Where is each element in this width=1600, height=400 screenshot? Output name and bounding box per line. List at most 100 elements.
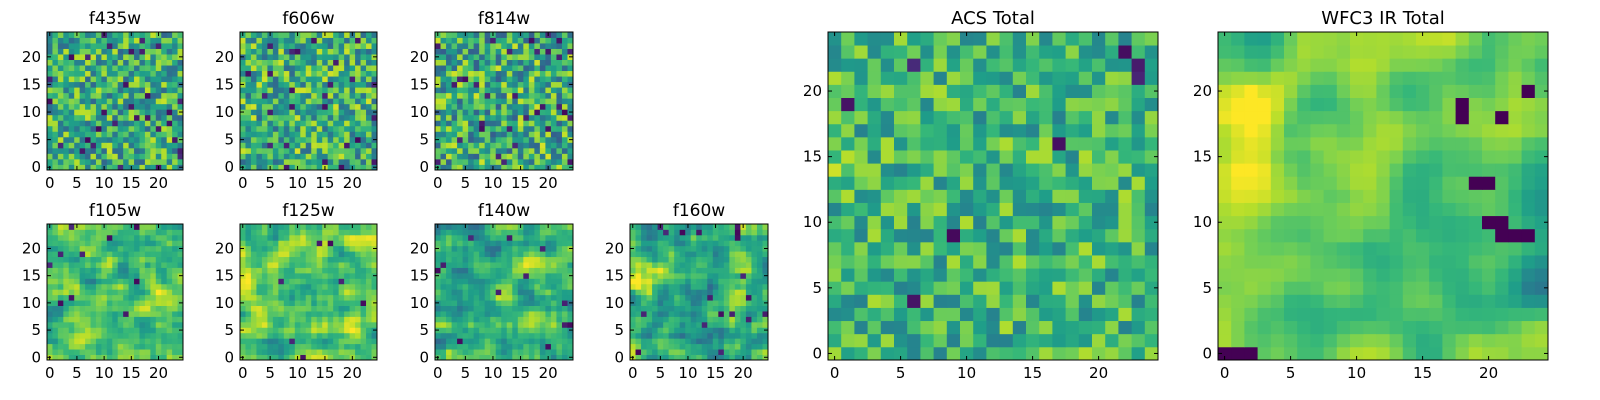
heatmap-cell [139,354,146,361]
heatmap-cell [1144,228,1159,243]
heatmap-cell [261,229,268,236]
heatmap-cell [468,343,475,350]
heatmap-cell [95,131,102,138]
heatmap-cell [512,256,519,263]
heatmap-cell [479,349,486,355]
heatmap-cell [762,316,769,323]
heatmap-cell [462,262,469,268]
heatmap-cell [289,114,296,121]
heatmap-cell [999,333,1014,348]
heatmap-cell [696,321,703,328]
heatmap-cell [468,256,475,263]
heatmap-cell [999,346,1014,361]
heatmap-cell [79,224,86,230]
heatmap-cell [57,256,64,263]
heatmap-cell [283,103,290,110]
heatmap-cell [528,278,535,285]
x-tick-label: 20 [343,174,362,192]
heatmap-cell [117,332,124,339]
heatmap-cell [161,300,168,306]
heatmap-cell [294,311,301,317]
heatmap-cell [462,283,469,290]
heatmap-cell [946,189,961,203]
heatmap-cell [894,255,908,269]
heatmap-cell [128,305,135,312]
heatmap-cell [1144,346,1159,361]
heatmap-cell [177,343,184,350]
heatmap-cell [144,92,151,99]
heatmap-cell [446,158,452,165]
heatmap-cell [250,114,257,121]
heatmap-cell [139,43,146,49]
heatmap-cell [539,267,546,274]
heatmap-cell [685,300,692,306]
heatmap-cell [294,43,301,49]
heatmap-cell [245,338,252,345]
heatmap-cell [90,125,97,132]
heatmap-cell [172,76,178,83]
heatmap-cell [166,327,173,334]
heatmap-cell [101,125,108,132]
heatmap-cell [128,289,135,296]
heatmap-cell [446,114,452,121]
heatmap-cell [986,281,1000,295]
heatmap-cell [305,120,312,127]
y-tick-label: 5 [419,321,429,339]
heatmap-cell [322,59,329,66]
heatmap-cell [1065,163,1080,177]
heatmap-cell [63,103,70,110]
heatmap-cell [333,321,340,328]
heatmap-cell [528,332,535,339]
heatmap-cell [528,272,535,279]
heatmap-cell [256,103,263,110]
heatmap-cell [468,321,475,328]
heatmap-cell [106,103,113,110]
heatmap-cell [68,234,75,241]
heatmap-cell [256,338,263,345]
heatmap-cell [366,311,372,317]
heatmap-cell [327,43,334,49]
heatmap-cell [305,349,312,355]
heatmap-cell [567,338,574,345]
heatmap-cell [366,305,372,312]
heatmap-cell [300,251,307,258]
heatmap-cell [712,349,719,355]
heatmap-cell [679,251,686,258]
heatmap-cell [528,267,535,274]
heatmap-cell [177,283,184,290]
y-tick-label: 15 [410,267,429,285]
heatmap-cell [134,305,140,312]
heatmap-cell [68,92,75,99]
heatmap-cell [630,229,636,236]
heatmap-cell [261,349,268,355]
heatmap-cell [854,150,868,164]
heatmap-cell [128,153,135,160]
heatmap-cell [106,234,113,241]
heatmap-cell [528,103,535,110]
heatmap-cell [95,294,102,301]
heatmap-cell [79,251,86,258]
heatmap-cell [95,114,102,121]
heatmap-cell [484,289,491,296]
heatmap-cell [550,65,557,72]
heatmap-cell [734,300,741,306]
heatmap-cell [712,311,719,317]
heatmap-cell [261,131,268,138]
heatmap-cell [256,153,263,160]
heatmap-cell [690,349,697,355]
heatmap-cell [139,251,146,258]
heatmap-cell [52,321,59,328]
heatmap-cell [112,120,119,127]
heatmap-cell [289,278,296,285]
heatmap-cell [166,65,173,72]
heatmap-cell [550,87,557,94]
heatmap-cell [854,281,868,295]
heatmap-cell [240,294,246,301]
heatmap-cell [366,354,372,361]
heatmap-cell [333,81,340,88]
heatmap-cell [250,305,257,312]
heatmap-cell [490,92,497,99]
heatmap-cell [333,125,340,132]
